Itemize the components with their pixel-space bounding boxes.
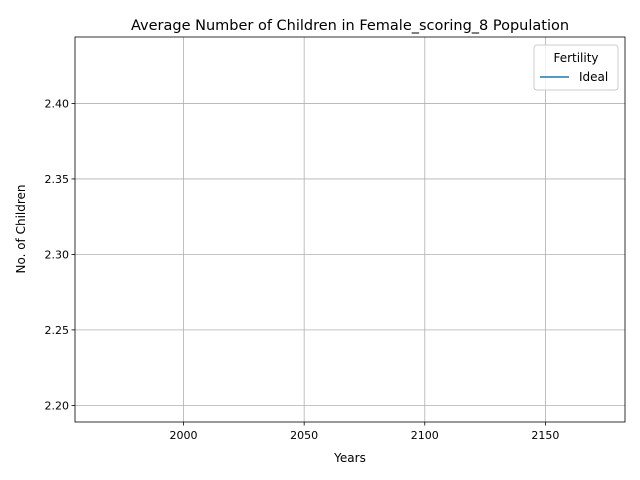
y-tick-label: 2.30 (45, 248, 70, 261)
y-tick-label: 2.35 (45, 173, 70, 186)
y-tick-label: 2.20 (45, 399, 70, 412)
legend-entry-ideal: Ideal (579, 70, 608, 84)
legend-title: Fertility (553, 51, 598, 65)
x-tick-label: 2000 (170, 429, 198, 442)
y-axis-label: No. of Children (14, 184, 28, 273)
x-tick-label: 2100 (411, 429, 439, 442)
x-axis-label: Years (333, 451, 366, 465)
y-tick-label: 2.25 (45, 324, 70, 337)
x-tick-label: 2150 (531, 429, 559, 442)
chart-title: Average Number of Children in Female_sco… (131, 18, 569, 34)
legend: Fertility Ideal (534, 45, 618, 90)
y-tick-label: 2.40 (45, 97, 70, 110)
x-tick-label: 2050 (290, 429, 318, 442)
